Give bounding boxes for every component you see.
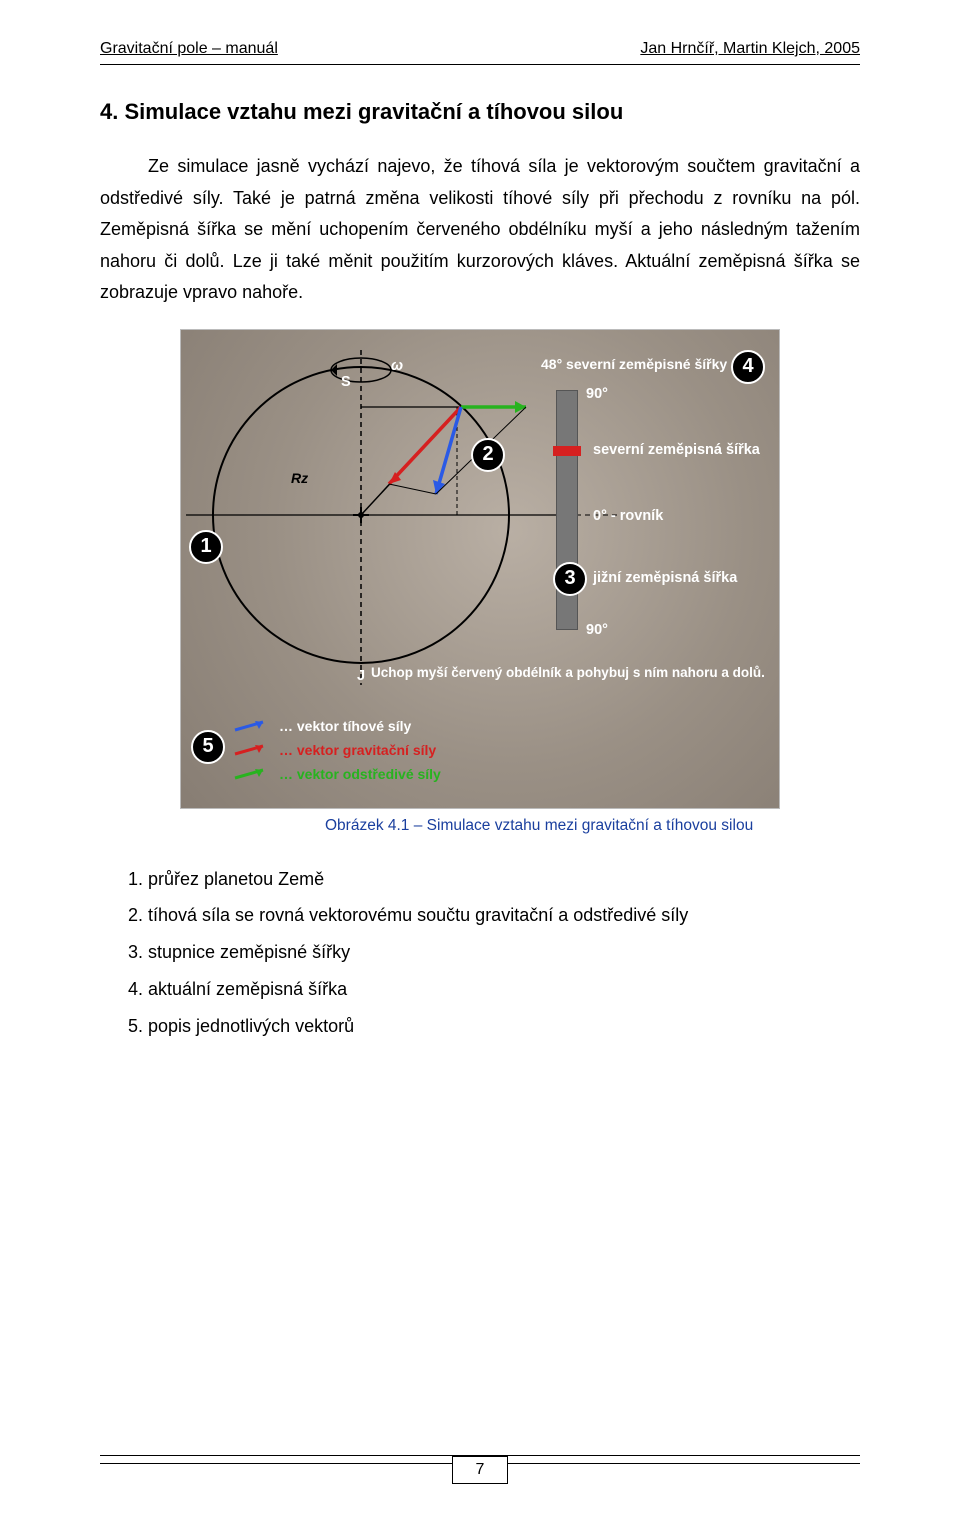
north-label: severní zeměpisná šířka (593, 442, 760, 458)
paragraph-text: Ze simulace jasně vychází najevo, že tíh… (100, 156, 860, 302)
marker-4: 4 (731, 350, 765, 384)
figure-container: ω S J Rz 48° severní zeměpisné šířky 90°… (180, 329, 780, 835)
marker-2: 2 (471, 438, 505, 472)
lat-display: 48° severní zeměpisné šířky (541, 356, 727, 372)
body-paragraph: Ze simulace jasně vychází najevo, že tíh… (100, 151, 860, 309)
header-rule (100, 64, 860, 65)
arrow-icon (233, 719, 273, 733)
marker-5: 5 (191, 730, 225, 764)
section-title: 4. Simulace vztahu mezi gravitační a tíh… (100, 99, 860, 125)
south-label: jižní zeměpisná šířka (593, 570, 737, 586)
legend1-text: … vektor tíhové síly (279, 718, 411, 734)
marker-1: 1 (189, 530, 223, 564)
list-item: 1. průřez planetou Země (128, 861, 860, 898)
legend3-text: … vektor odstředivé síly (279, 766, 441, 782)
latitude-slider[interactable] (553, 446, 581, 456)
omega-label: ω (391, 358, 403, 374)
legend-centrifugal: … vektor odstředivé síly (233, 766, 441, 782)
tick-90-bot: 90° (586, 622, 608, 638)
page-number: 7 (452, 1456, 508, 1484)
list-item: 3. stupnice zeměpisné šířky (128, 934, 860, 971)
arrow-icon (233, 767, 273, 781)
figure-caption: Obrázek 4.1 – Simulace vztahu mezi gravi… (325, 817, 780, 835)
header-right: Jan Hrnčíř, Martin Klejch, 2005 (640, 40, 860, 58)
tick-90-top: 90° (586, 386, 608, 402)
numbered-list: 1. průřez planetou Země 2. tíhová síla s… (128, 861, 860, 1045)
instruction-text: Uchop myší červený obdélník a pohybuj s … (371, 665, 771, 680)
document-page: Gravitační pole – manuál Jan Hrnčíř, Mar… (0, 0, 960, 1524)
list-item: 5. popis jednotlivých vektorů (128, 1008, 860, 1045)
list-item: 2. tíhová síla se rovná vektorovému souč… (128, 897, 860, 934)
j-label: J (357, 668, 365, 684)
arrow-icon (233, 743, 273, 757)
marker-3: 3 (553, 562, 587, 596)
list-item: 4. aktuální zeměpisná šířka (128, 971, 860, 1008)
page-header: Gravitační pole – manuál Jan Hrnčíř, Mar… (100, 40, 860, 58)
simulation-figure: ω S J Rz 48° severní zeměpisné šířky 90°… (180, 329, 780, 809)
equator-label: 0° - rovník (593, 508, 663, 524)
legend2-text: … vektor gravitační síly (279, 742, 436, 758)
s-label: S (341, 374, 351, 390)
rz-label: Rz (291, 470, 308, 486)
header-left: Gravitační pole – manuál (100, 40, 278, 58)
legend-weight: … vektor tíhové síly (233, 718, 411, 734)
legend-gravity: … vektor gravitační síly (233, 742, 436, 758)
